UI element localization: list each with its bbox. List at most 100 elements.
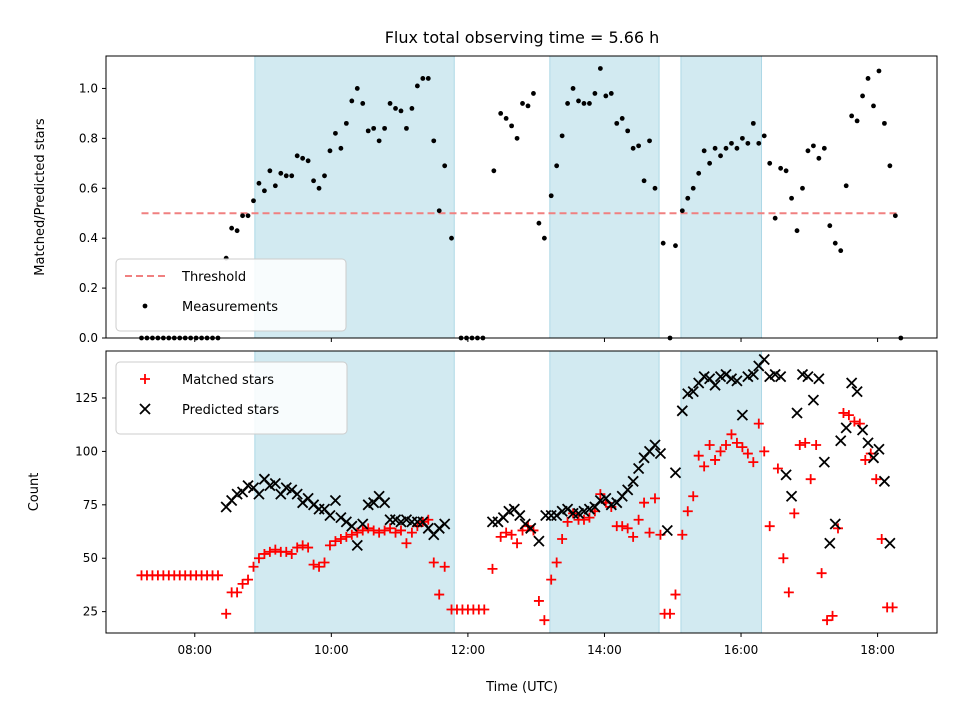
predicted-stars-point — [862, 437, 874, 449]
measurements-point — [393, 106, 398, 111]
measurements-point — [592, 91, 598, 96]
measurements-point — [449, 235, 454, 241]
matched-stars-point — [699, 461, 710, 472]
matched-stars-point — [562, 516, 573, 527]
predicted-stars-point — [709, 379, 721, 391]
measurements-point — [641, 178, 647, 184]
measurements-point — [262, 188, 267, 194]
matched-stars-point — [506, 529, 517, 540]
measurements-point — [849, 113, 855, 119]
legends: Threshold Measurements Matched stars Predic… — [115, 258, 348, 435]
measurements-point — [843, 183, 849, 189]
predicted-stars-point — [829, 518, 841, 530]
matched-stars-point — [783, 587, 794, 598]
matched-stars-point — [665, 608, 676, 619]
predicted-stars-point — [824, 537, 836, 549]
y-tick-label-counts: 100 — [75, 444, 98, 458]
matched-stars-point — [715, 446, 726, 457]
measurements-point — [816, 155, 822, 161]
matched-stars-point — [390, 527, 401, 538]
matched-stars-point — [286, 548, 297, 559]
matched-stars-point — [688, 491, 699, 502]
measurements-point — [794, 228, 800, 234]
matched-stars-point — [335, 534, 346, 544]
matched-stars-point — [633, 514, 644, 525]
legend-label: Threshold — [181, 270, 246, 285]
measurements-point — [871, 103, 876, 109]
matched-stars-point — [546, 574, 557, 585]
measurements-point — [387, 101, 393, 106]
y-axis-label-counts: Count — [27, 473, 42, 512]
measurements-point — [734, 145, 740, 151]
measurements-point — [436, 208, 442, 214]
matched-stars-point — [772, 463, 783, 474]
matched-stars-point — [270, 544, 281, 555]
matched-stars-point — [439, 561, 450, 572]
measurements-point — [514, 135, 520, 141]
measurements-point — [576, 98, 581, 104]
y-tick-label-ratio: 1.0 — [79, 81, 98, 95]
matched-stars-point — [346, 529, 357, 540]
measurements-point — [745, 140, 751, 146]
measurements-point — [294, 153, 300, 159]
predicted-stars-point — [669, 467, 682, 479]
matched-stars-point — [816, 568, 827, 579]
y-tick-label-counts: 125 — [75, 391, 98, 405]
measurements-point — [333, 130, 338, 136]
matched-stars-point — [212, 570, 223, 581]
shaded-interval-counts-1 — [549, 351, 660, 633]
matched-stars-point — [677, 529, 688, 540]
matched-stars-point — [259, 548, 270, 559]
matched-stars-point — [742, 448, 753, 459]
legend-box-ratio — [115, 258, 347, 332]
matched-stars-point — [764, 521, 775, 532]
matched-stars-point — [292, 542, 303, 553]
measurements-point — [832, 240, 838, 246]
matched-stars-point — [759, 446, 770, 457]
matched-stars-point — [887, 602, 898, 613]
predicted-stars-point — [747, 368, 759, 381]
matched-stars-point — [778, 553, 789, 564]
measurements-point — [498, 110, 504, 116]
measurements-point — [520, 101, 525, 106]
predicted-stars-point — [632, 462, 645, 475]
legend-swatch-measurements — [142, 303, 148, 309]
matched-stars-point — [838, 407, 849, 418]
matched-stars-point — [324, 540, 335, 551]
legend-swatch-matched-stars — [140, 374, 150, 384]
predicted-stars-point — [525, 522, 537, 534]
measurements-point — [679, 208, 685, 214]
measurements-point — [723, 145, 729, 151]
measurements-point — [625, 128, 631, 134]
measurements-point — [690, 185, 696, 191]
measurements-point — [718, 153, 723, 159]
shaded-interval-ratio-1 — [549, 56, 660, 338]
chart-title: Flux total observing time = 5.66 h — [385, 28, 660, 47]
matched-stars-point — [551, 557, 562, 568]
predicted-stars-point — [835, 435, 847, 447]
predicted-stars-point — [329, 494, 342, 507]
matched-stars-point — [849, 416, 860, 427]
matched-stars-point — [368, 525, 379, 536]
measurements-point — [772, 215, 778, 221]
matched-stars-point — [704, 440, 715, 450]
measurements-point — [442, 163, 448, 169]
matched-stars-point — [352, 527, 363, 538]
matched-stars-point — [639, 497, 650, 508]
predicted-stars-point — [661, 524, 673, 537]
matched-stars-point — [385, 523, 396, 534]
axes-frame-counts — [105, 350, 938, 634]
predicted-stars-point — [269, 477, 281, 490]
x-tick-label: 12:00 — [451, 643, 486, 657]
measurements-point — [365, 128, 371, 134]
predicted-stars-point — [378, 497, 391, 509]
matched-stars-point — [232, 587, 243, 598]
matched-stars-point — [710, 454, 721, 465]
matched-stars-point — [800, 437, 811, 448]
axes-and-ticks: 0.0 0.2 0.4 0.6 0.8 1.0 Matched/Predicted star… — [27, 81, 895, 657]
y-tick-label-counts: 25 — [83, 605, 98, 619]
predicted-stars-point — [878, 475, 891, 487]
matched-stars-point — [374, 527, 385, 538]
measurements-point — [603, 93, 609, 99]
predicted-stars-point — [654, 447, 667, 460]
